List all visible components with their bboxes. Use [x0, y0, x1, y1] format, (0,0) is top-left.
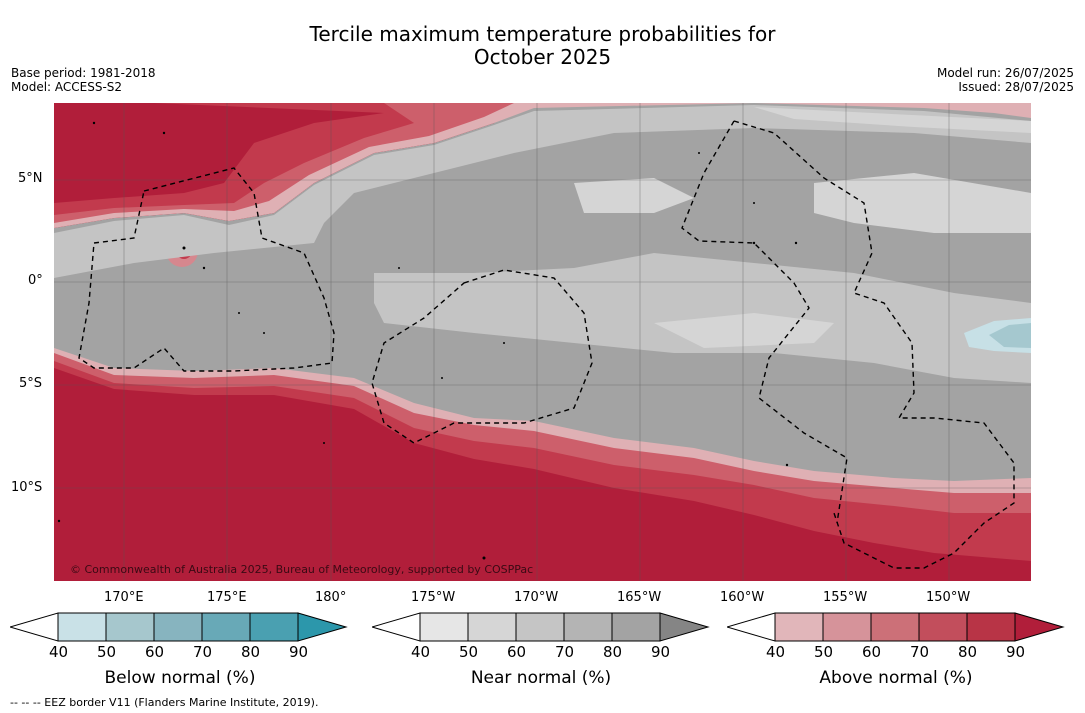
colorbar-tick: 40: [49, 643, 69, 661]
colorbar-tick: 50: [97, 643, 117, 661]
colorbar-near-segment: [467, 612, 517, 642]
probability-map: [54, 103, 1031, 581]
colorbar-below-segment: [105, 612, 155, 642]
islands: [57, 121, 798, 560]
colorbar-above-segment: [966, 612, 1016, 642]
colorbar-near-high-arrow: [659, 612, 710, 642]
colorbar-tick: 50: [459, 643, 479, 661]
near-normal-light-band-east: [754, 107, 1031, 133]
map-title-line2: October 2025: [473, 45, 612, 69]
colorbar-tick: 60: [145, 643, 165, 661]
near-normal-patch-southeast: [654, 313, 834, 348]
lon-label: 175°E: [207, 590, 247, 605]
colorbar-below: [10, 612, 348, 642]
colorbar-tick: 90: [651, 643, 671, 661]
colorbar-tick: 40: [411, 643, 431, 661]
lon-label: 180°: [315, 590, 347, 605]
issued-date: Issued: 28/07/2025: [958, 80, 1074, 94]
lon-label: 165°W: [617, 590, 662, 605]
colorbar-tick: 40: [766, 643, 786, 661]
colorbar-tick: 60: [507, 643, 527, 661]
model-run: Model run: 26/07/2025: [936, 66, 1074, 80]
colorbar-near-low-arrow: [372, 612, 421, 642]
colorbar-above-segment: [774, 612, 824, 642]
colorbar-above: [727, 612, 1065, 642]
near-normal-patch-east: [814, 173, 1031, 233]
model-name: Model: ACCESS-S2: [11, 80, 123, 94]
lon-label: 150°W: [926, 590, 971, 605]
eez-footnote: -- -- -- EEZ border V11 (Flanders Marine…: [10, 696, 319, 709]
colorbar-above-segment: [870, 612, 920, 642]
copyright-note: © Commonwealth of Australia 2025, Bureau…: [70, 563, 534, 576]
colorbar-below-low-arrow: [10, 612, 59, 642]
near-normal-light-band-north: [54, 105, 1031, 278]
colorbar-below-segment: [153, 612, 203, 642]
eez-borders: [78, 120, 1015, 569]
lat-label: 0°: [28, 273, 43, 288]
colorbar-tick: 90: [289, 643, 309, 661]
colorbar-tick: 70: [910, 643, 930, 661]
colorbar-below-title: Below normal (%): [104, 668, 256, 688]
colorbar-near-segment: [419, 612, 469, 642]
colorbar-below-high-arrow: [297, 612, 348, 642]
below-normal-patch-core: [989, 323, 1031, 348]
colorbar-tick: 50: [814, 643, 834, 661]
south-warm-core-90: [54, 368, 1031, 581]
colorbar-near-segment: [563, 612, 613, 642]
near-normal-patch-center: [574, 178, 694, 213]
colorbar-tick: 80: [958, 643, 978, 661]
near-normal-band-mid: [374, 253, 1031, 383]
colorbar-near-segment: [515, 612, 565, 642]
lat-label: 5°N: [18, 171, 43, 186]
colorbar-below-segment: [249, 612, 299, 642]
colorbar-tick: 90: [1006, 643, 1026, 661]
colorbar-near-segment: [611, 612, 661, 642]
colorbar-above-low-arrow: [727, 612, 776, 642]
north-warm-region-edge-70: [54, 103, 524, 228]
colorbar-tick: 70: [193, 643, 213, 661]
lon-label: 170°E: [104, 590, 144, 605]
colorbar-tick: 70: [555, 643, 575, 661]
lon-label: 170°W: [514, 590, 559, 605]
lon-label: 155°W: [823, 590, 868, 605]
colorbar-below-segment: [57, 612, 107, 642]
colorbar-tick: 80: [241, 643, 261, 661]
lat-label: 5°S: [19, 376, 43, 391]
colorbar-tick: 80: [603, 643, 623, 661]
colorbar-tick: 60: [862, 643, 882, 661]
lon-label: 160°W: [720, 590, 765, 605]
colorbar-above-segment: [822, 612, 872, 642]
graticule: [54, 103, 1031, 581]
lat-label: 10°S: [11, 480, 43, 495]
colorbar-near-title: Near normal (%): [470, 668, 612, 688]
colorbar-below-segment: [201, 612, 251, 642]
base-period: Base period: 1981-2018: [11, 66, 156, 80]
colorbar-above-segment: [918, 612, 968, 642]
map-title-line1: Tercile maximum temperature probabilitie…: [309, 22, 776, 46]
colorbar-near: [372, 612, 710, 642]
lon-label: 175°W: [411, 590, 456, 605]
colorbar-above-high-arrow: [1014, 612, 1065, 642]
colorbar-above-title: Above normal (%): [819, 668, 973, 688]
